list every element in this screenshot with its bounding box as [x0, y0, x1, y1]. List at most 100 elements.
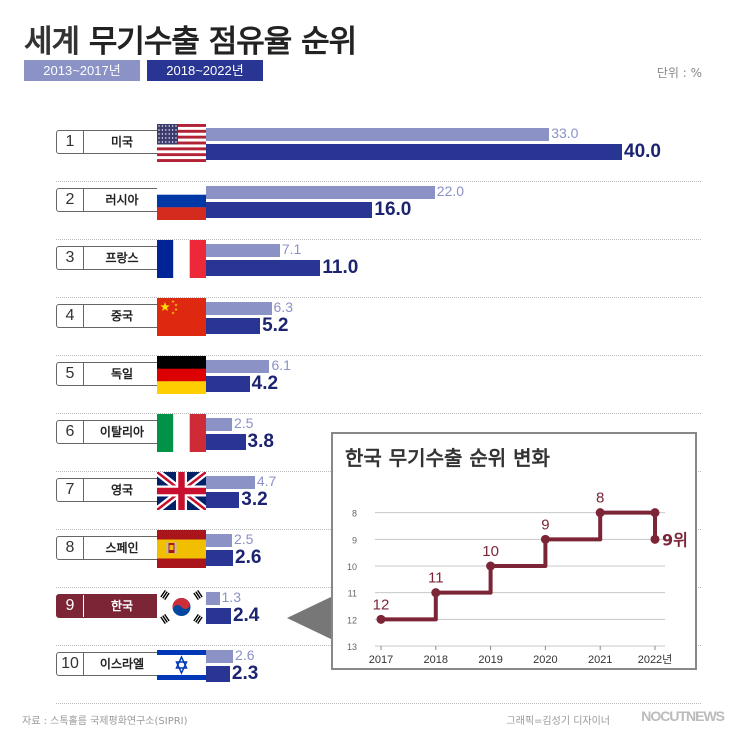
- rank-badge: 2 러시아: [56, 188, 161, 212]
- rank-point: [595, 508, 605, 518]
- country-name: 중국: [110, 309, 134, 323]
- source-label: 자료 : 스톡홀름 국제평화연구소(SIPRI): [22, 716, 188, 727]
- x-tick-label: 2022년: [638, 653, 673, 666]
- x-tick-label: 2017: [369, 654, 393, 666]
- bar-2018-2022: [206, 376, 250, 392]
- row-divider: [56, 355, 701, 356]
- value-label-2018-2022: 11.0: [322, 257, 359, 278]
- china-flag-icon: [157, 298, 206, 336]
- value-label-2013-2017: 6.3: [273, 299, 293, 315]
- rank-badge: 6 이탈리아: [56, 420, 161, 444]
- bar-2013-2017: [206, 592, 220, 605]
- bar-2013-2017: [206, 476, 255, 489]
- country-name: 영국: [110, 483, 134, 497]
- russia-flag-icon: [157, 182, 206, 220]
- rank-point-label: 8: [596, 490, 604, 507]
- row-divider: [56, 297, 701, 298]
- value-label-2013-2017: 4.7: [256, 473, 277, 489]
- rank-row: 8 스페인 2.5 2.6: [0, 530, 736, 588]
- y-tick-label: 13: [347, 642, 357, 652]
- country-name: 이스라엘: [99, 657, 145, 671]
- value-label-2018-2022: 3.2: [241, 489, 268, 510]
- bar-2013-2017: [206, 128, 550, 141]
- rank-badge: 10 이스라엘: [56, 652, 161, 676]
- bar-2018-2022: [206, 492, 240, 508]
- rank-row: 2 러시아 22.0 16.0: [0, 182, 736, 240]
- y-tick-label: 8: [352, 509, 357, 519]
- y-tick-label: 11: [348, 589, 357, 599]
- israel-flag-icon: [157, 646, 206, 684]
- y-tick-label: 10: [347, 562, 357, 572]
- title-prefix: 세계: [24, 24, 80, 60]
- row-divider: [56, 239, 701, 240]
- country-name: 이탈리아: [99, 425, 145, 439]
- value-label-2018-2022: 4.2: [251, 373, 279, 394]
- bar-2018-2022: [206, 202, 373, 218]
- value-label-2018-2022: 3.8: [247, 431, 274, 452]
- rank-point-label: 9: [541, 516, 549, 533]
- legend-period1: 2013~2017년: [24, 60, 140, 81]
- country-name: 스페인: [105, 541, 139, 555]
- bar-2013-2017: [206, 650, 234, 663]
- title-highlight: 무기수출 점유율 순위: [88, 24, 357, 60]
- italy-flag-icon: [157, 414, 206, 452]
- bar-2013-2017: [206, 534, 232, 547]
- bar-2013-2017: [206, 186, 435, 199]
- legend-period2: 2018~2022년: [147, 60, 263, 81]
- value-label-2013-2017: 33.0: [551, 125, 579, 141]
- value-label-2013-2017: 7.1: [281, 241, 302, 257]
- rank-number: 4: [57, 305, 84, 327]
- value-label-2018-2022: 5.2: [262, 315, 289, 336]
- rank-point: [431, 588, 441, 598]
- value-label-2013-2017: 6.1: [271, 357, 291, 373]
- country-name: 한국: [110, 599, 134, 613]
- bar-2018-2022: [206, 260, 321, 276]
- rank-row: 7 영국 4.7 3.2: [0, 472, 736, 530]
- rank-step-line: [381, 510, 657, 622]
- rank-number: 9: [57, 595, 84, 617]
- row-divider: [56, 703, 701, 704]
- rank-number: 7: [57, 479, 84, 501]
- rank-point: [540, 534, 550, 544]
- rank-row: 1 미국 33.0 40.0: [0, 124, 736, 182]
- country-name: 미국: [110, 135, 134, 149]
- x-tick-label: 2021: [588, 654, 612, 666]
- us-flag-icon: [157, 124, 206, 162]
- rank-badge: 7 영국: [56, 478, 161, 502]
- rank-end-point: [650, 534, 660, 544]
- rank-number: 2: [57, 189, 84, 211]
- france-flag-icon: [157, 240, 206, 278]
- rank-badge: 4 중국: [56, 304, 161, 328]
- value-label-2018-2022: 2.3: [231, 663, 259, 684]
- rank-number: 1: [57, 131, 84, 153]
- value-label-2013-2017: 2.6: [235, 647, 255, 663]
- row-divider: [56, 181, 701, 182]
- rank-badge: 1 미국: [56, 130, 161, 154]
- rank-row: 10 이스라엘 2.6 2.3: [0, 646, 736, 704]
- nocut-logo: NOCUTNEWS: [641, 708, 725, 724]
- bar-2018-2022: [206, 550, 234, 566]
- rank-badge: 5 독일: [56, 362, 161, 386]
- rank-badge: 3 프랑스: [56, 246, 161, 270]
- rank-end-label: 9위: [662, 530, 688, 549]
- rank-point: [650, 508, 660, 518]
- unit-label: 단위 : %: [656, 66, 702, 80]
- x-tick-label: 2018: [424, 654, 448, 666]
- korea-flag-icon: [157, 588, 206, 626]
- bar-2018-2022: [206, 608, 231, 624]
- bar-2018-2022: [206, 666, 230, 682]
- inset-title: 한국 무기수출 순위 변화: [345, 446, 550, 470]
- bar-2018-2022: [206, 318, 261, 334]
- country-name: 독일: [110, 367, 134, 381]
- value-label-2013-2017: 22.0: [436, 183, 465, 199]
- country-name: 프랑스: [105, 251, 139, 265]
- rank-number: 5: [57, 363, 84, 385]
- row-divider: [56, 413, 701, 414]
- value-label-2013-2017: 1.3: [221, 589, 241, 605]
- rank-row: 3 프랑스 7.1 11.0: [0, 240, 736, 298]
- page-title: 세계 무기수출 점유율 순위: [24, 16, 357, 61]
- value-label-2013-2017: 2.5: [234, 531, 254, 547]
- rank-number: 6: [57, 421, 84, 443]
- value-label-2013-2017: 2.5: [234, 415, 254, 431]
- inset-pointer: [287, 596, 333, 640]
